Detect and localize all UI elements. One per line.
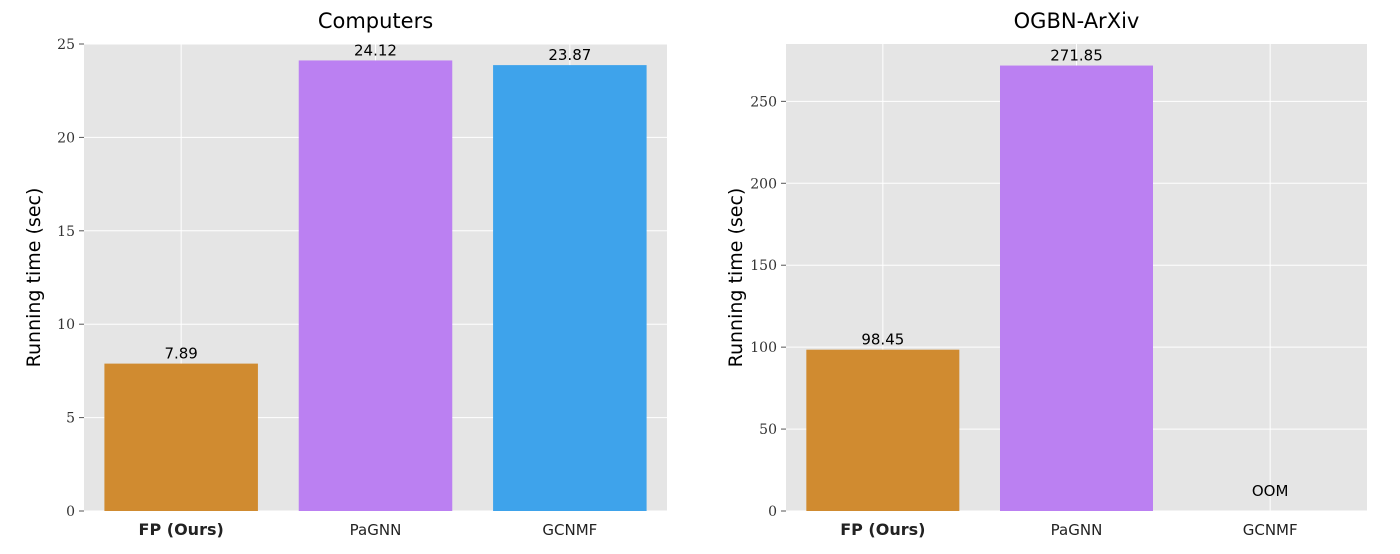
y-tick-label: 150 [750, 258, 777, 274]
y-tick-label: 10 [57, 317, 75, 333]
x-tick-label: FP (Ours) [139, 520, 224, 539]
x-tick-label: FP (Ours) [840, 520, 925, 539]
ogbn-arxiv-chart: OGBN-ArXiv Running time (sec) 0 50 100 150 2… [725, 9, 1367, 539]
y-tick-label: 100 [750, 340, 777, 356]
y-tick-label: 15 [57, 224, 75, 240]
chart-title: Computers [318, 9, 433, 33]
y-tick-label: 200 [750, 176, 777, 192]
x-tick-label: GCNMF [1243, 521, 1298, 539]
data-label: 24.12 [354, 41, 397, 59]
y-tick-label: 20 [57, 130, 75, 146]
y-tick-label: 5 [66, 411, 75, 427]
data-label: OOM [1252, 482, 1289, 500]
x-tick-label: PaGNN [350, 521, 402, 539]
y-tick-label: 25 [57, 37, 75, 53]
data-label: 23.87 [548, 46, 591, 64]
bar [806, 349, 960, 511]
chart-title: OGBN-ArXiv [1014, 9, 1140, 33]
x-tick-label: GCNMF [542, 521, 597, 539]
y-tick-label: 250 [750, 94, 777, 110]
y-axis-label: Running time (sec) [23, 188, 45, 368]
bar [298, 60, 453, 511]
y-tick-label: 0 [768, 504, 777, 520]
data-label: 98.45 [861, 331, 904, 349]
data-label: 271.85 [1050, 47, 1103, 65]
y-tick-label: 50 [759, 422, 777, 438]
y-axis-label: Running time (sec) [725, 188, 747, 368]
y-tick-label: 0 [66, 504, 75, 520]
bar [104, 363, 258, 511]
bar [493, 65, 647, 511]
x-tick-label: PaGNN [1051, 521, 1103, 539]
bar [1000, 65, 1153, 511]
computers-chart: Computers Running time (sec) 0 5 10 15 20 25 7… [23, 9, 667, 539]
data-label: 7.89 [164, 345, 197, 363]
